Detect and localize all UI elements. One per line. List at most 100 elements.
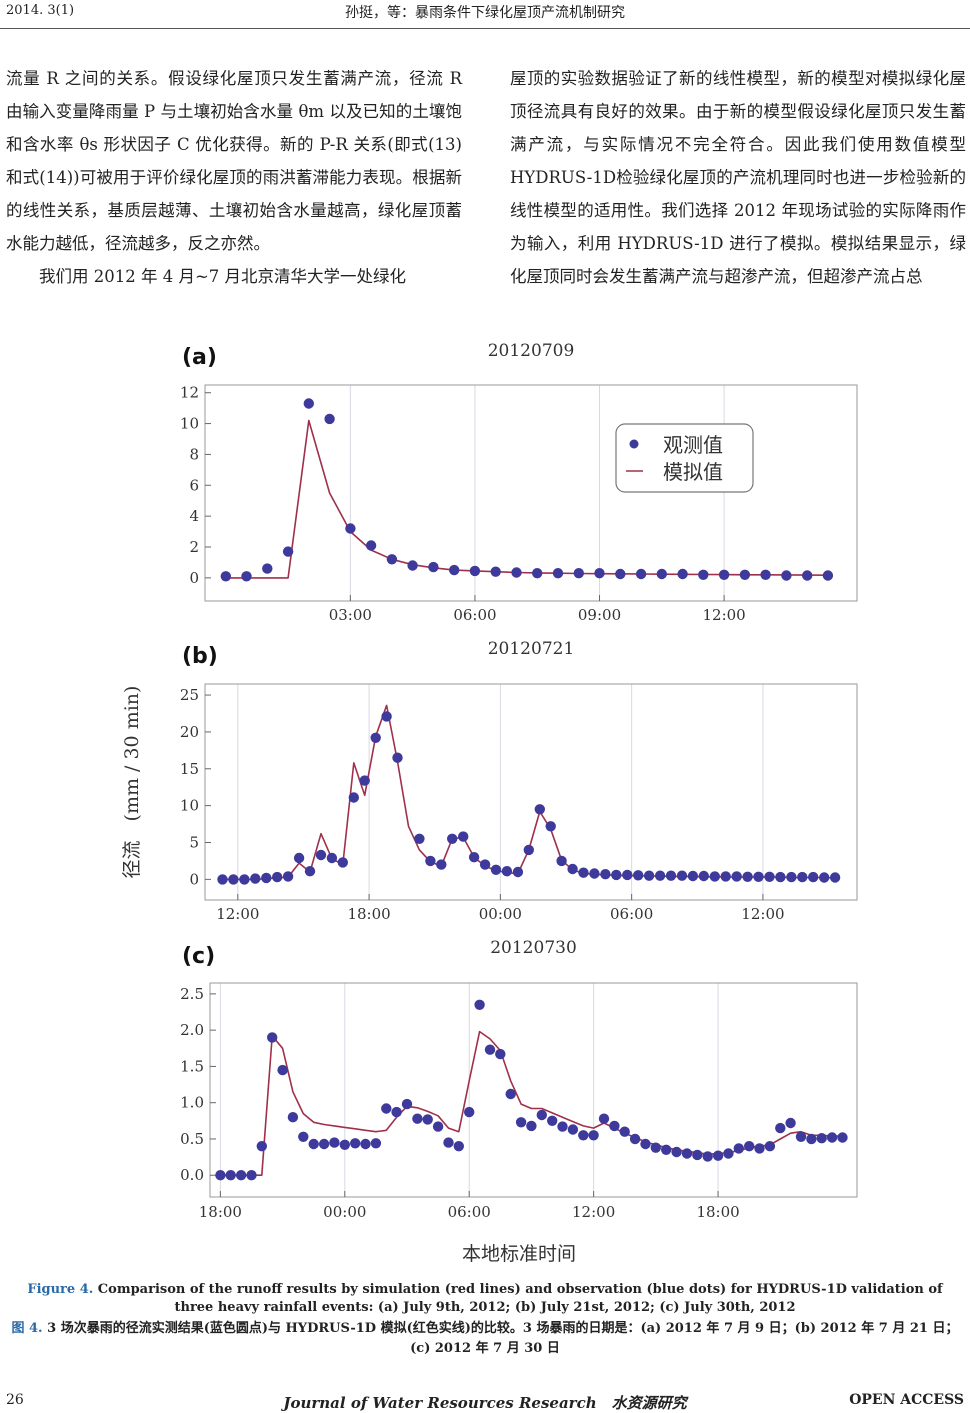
panel-c-observed-point-56: [795, 1131, 807, 1143]
panel-a-observed-point-13: [490, 566, 501, 577]
panel-b-observed-point-16: [392, 752, 403, 763]
panel-c-observed-point-53: [764, 1141, 776, 1152]
panel-b-observed-point-22: [458, 831, 469, 842]
panel-b-observed-point-10: [326, 852, 338, 864]
panel-a-observed-point-11: [449, 564, 460, 576]
panel-c-observed-point-43: [661, 1144, 672, 1156]
panel-c-observed-point-52: [754, 1143, 765, 1154]
running-title: 孙挺，等：暴雨条件下绿化屋顶产流机制研究: [345, 5, 625, 21]
panel-b-observed-point-26: [501, 866, 513, 877]
panel-c-observed-point-11: [329, 1137, 340, 1148]
panel-c-observed-point-54: [775, 1122, 786, 1134]
panel-b-observed-point-53: [797, 871, 808, 883]
panel-c-observed-point-31: [536, 1109, 547, 1121]
panel-c-observed-point-59: [826, 1132, 838, 1143]
panel-c-observed-point-2: [235, 1170, 247, 1181]
panel-b-observed-point-34: [589, 868, 600, 879]
panel-a-observed-point-9: [407, 560, 418, 571]
legend-box: [615, 423, 754, 493]
panel-b-observed-point-51: [775, 871, 786, 883]
panel-a-observed-point-17: [573, 568, 584, 579]
panel-c-observed-point-9: [308, 1138, 319, 1150]
right-paragraph-1: 屋顶的实验数据验证了新的线性模型，新的模型对模拟绿化屋顶径流具有良好的效果。由于…: [510, 69, 966, 286]
panel-c-title: 20120730: [490, 938, 577, 958]
panel-b-observed-point-35: [600, 869, 611, 880]
panel-b-observed-point-18: [414, 833, 425, 844]
panel-c-observed-point-45: [681, 1148, 693, 1159]
panel-c-observed-point-21: [432, 1121, 444, 1132]
panel-c-observed-point-3: [246, 1170, 257, 1181]
panel-b-observed-point-0: [217, 874, 228, 885]
panel-b-observed-point-28: [523, 844, 534, 856]
panel-c-simulated-line: [220, 1030, 843, 1176]
caption-cn-text: 3 场次暴雨的径流实测结果(蓝色圆点)与 HYDRUS-1D 模拟(红色实线)的…: [42, 1321, 959, 1356]
panel-c-observed-point-40: [629, 1133, 641, 1145]
panel-c-observed-point-29: [515, 1117, 527, 1128]
panel-c-plot-frame: [209, 982, 858, 1198]
panel-c-xtick-label-4: 18:00: [696, 1203, 739, 1221]
panel-b-label: (b): [182, 644, 218, 669]
panel-c-observed-point-38: [609, 1120, 620, 1132]
panel-c-observed-point-0: [215, 1170, 226, 1181]
panel-b-observed-point-48: [742, 871, 753, 882]
panel-a-observed-point-21: [656, 568, 667, 580]
panel-a-observed-point-24: [718, 569, 730, 580]
panel-b-observed-point-47: [731, 871, 742, 882]
panel-b-ytick-label-3: 15: [180, 760, 199, 778]
panel-a-observed-point-3: [282, 546, 294, 557]
panel-a-ytick-label-0: 0: [189, 569, 199, 587]
panel-c-observed-point-16: [381, 1103, 392, 1114]
figure-caption-cn: 图 4. 3 场次暴雨的径流实测结果(蓝色圆点)与 HYDRUS-1D 模拟(红…: [4, 1319, 966, 1359]
panel-a-ytick-label-2: 4: [189, 507, 199, 525]
panel-b-observed-point-4: [261, 872, 272, 884]
panel-b-observed-point-42: [676, 870, 688, 881]
panel-a-observed-point-14: [511, 567, 522, 578]
panel-b-observed-point-54: [808, 871, 819, 883]
panel-c-observed-point-20: [422, 1114, 433, 1125]
panel-b-xtick-label-1: 18:00: [347, 905, 390, 923]
panel-b-observed-point-12: [348, 792, 359, 803]
panel-a-observed-point-2: [262, 563, 273, 574]
panel-b: 0 5 10 15 20 25 12:00 18:00 00:00 06:00 12:00 (b) 20…: [180, 639, 858, 923]
panel-c-observed-point-47: [702, 1151, 713, 1162]
panel-c-observed-point-4: [256, 1141, 267, 1152]
panel-c-xtick-label-1: 00:00: [323, 1203, 366, 1221]
panel-b-observed-point-24: [479, 859, 491, 870]
panel-c-ytick-label-3: 1.5: [180, 1057, 204, 1075]
panel-c-observed-point-41: [640, 1138, 651, 1150]
panel-b-observed-point-30: [545, 821, 556, 832]
panel-b-observed-point-14: [370, 732, 381, 743]
panel-c-observed-point-58: [816, 1133, 827, 1144]
panel-b-observed-point-21: [447, 833, 458, 844]
panel-b-xtick-label-0: 12:00: [216, 905, 259, 923]
figure-caption-en: Figure 4. Comparison of the runoff resul…: [10, 1281, 960, 1317]
panel-b-observed-point-3: [250, 873, 261, 884]
panel-c-ytick-label-4: 2.0: [180, 1021, 204, 1039]
panel-a-observed-point-4: [303, 398, 314, 409]
panel-b-observed-point-46: [720, 871, 731, 882]
panel-c-observed-point-30: [526, 1120, 537, 1132]
panel-c-observed-point-48: [712, 1150, 724, 1161]
panel-a-observed-point-27: [781, 570, 792, 581]
panel-c-observed-point-44: [671, 1146, 682, 1158]
panel-a-plot-frame: [204, 384, 858, 602]
panel-b-xtick-label-2: 00:00: [479, 905, 522, 923]
panel-a-observed-point-20: [635, 568, 647, 580]
panel-a-observed-point-22: [677, 568, 688, 580]
panel-b-observed-point-36: [611, 869, 622, 881]
panel-c-xtick-label-3: 12:00: [572, 1203, 615, 1221]
panel-c-observed-point-10: [318, 1138, 330, 1150]
panel-b-ytick-label-1: 5: [189, 833, 199, 851]
panel-a-observed-point-0: [220, 571, 231, 582]
panel-a-ytick-label-6: 12: [180, 384, 199, 402]
panel-a-observed-point-6: [345, 523, 356, 534]
panel-c-xtick-label-0: 18:00: [199, 1203, 242, 1221]
panel-c-observed-point-34: [567, 1124, 579, 1135]
panel-c-observed-point-50: [733, 1143, 744, 1154]
panel-b-title: 20120721: [488, 639, 575, 659]
panel-c-observed-point-5: [267, 1032, 278, 1043]
panel-a-ytick-label-4: 8: [189, 445, 199, 463]
panel-c-observed-point-28: [505, 1088, 516, 1100]
panel-b-observed-point-2: [239, 874, 250, 885]
panel-a-xtick-label-1: 06:00: [453, 606, 496, 624]
